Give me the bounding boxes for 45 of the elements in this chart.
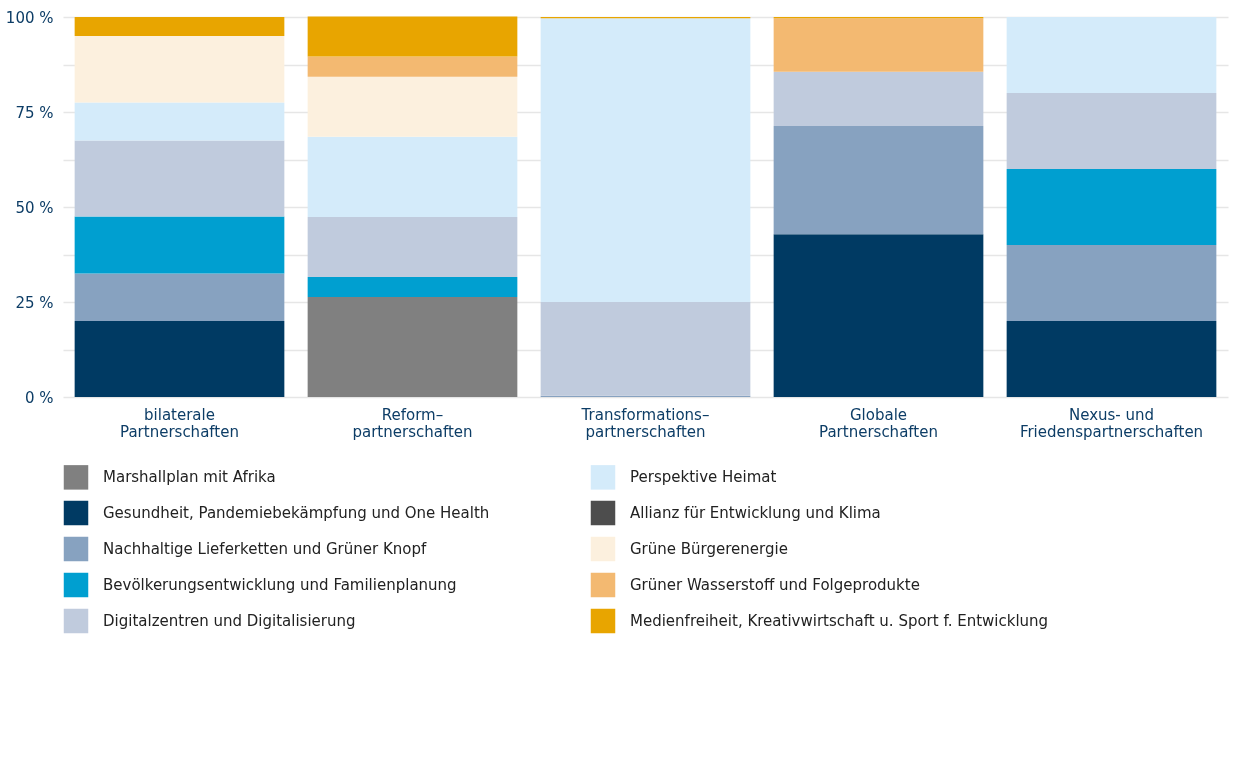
legend-label: Medienfreiheit, Kreativwirtschaft u. Sport f. Entwicklung [630, 612, 1049, 630]
legend-label: Perspektive Heimat [630, 468, 777, 487]
bar [307, 56, 518, 77]
bar [540, 18, 751, 302]
bar [773, 71, 984, 127]
bar [307, 76, 518, 137]
x-tick-label: Reform– partnerschaften [352, 405, 473, 441]
bar [74, 273, 285, 321]
y-tick-label: 25 % [15, 293, 54, 312]
legend-label: Gesundheit, Pandemiebekämpfung und One Health [103, 504, 490, 522]
y-tick-label: 100 % [5, 8, 54, 27]
bar [307, 16, 518, 57]
y-tick-label: 0 % [24, 388, 54, 407]
legend-label: Grüne Bürgerenergie [630, 540, 788, 558]
y-tick-label: 75 % [15, 103, 54, 122]
bar [1006, 17, 1217, 93]
bar [1006, 93, 1217, 169]
legend-label: Digitalzentren und Digitalisierung [103, 612, 356, 630]
x-tick-label: Nexus- und Friedenspartnerschaften [1019, 405, 1204, 441]
bar [74, 17, 285, 36]
bar [773, 18, 984, 72]
bar [74, 102, 285, 141]
legend-label: Grüner Wasserstoff und Folgeprodukte [630, 576, 920, 594]
x-tick-label: Transformations– partnerschaften [580, 405, 710, 441]
y-tick-label: 50 % [15, 198, 54, 217]
bar [1006, 321, 1217, 397]
bar [74, 140, 285, 217]
bar [74, 321, 285, 397]
x-tick-label: Globale Partnerschaften [819, 405, 938, 441]
legend-label: Bevölkerungsentwicklung und Familienplanung [103, 576, 457, 594]
bar [307, 216, 518, 277]
x-tick-label: bilaterale Partnerschaften [120, 405, 239, 441]
bar [74, 36, 285, 103]
bar [540, 302, 751, 396]
legend-label: Nachhaltige Lieferketten und Grüner Knopf [103, 540, 427, 558]
bar [74, 216, 285, 274]
bar [773, 234, 984, 397]
bar [307, 276, 518, 298]
bar [307, 297, 518, 397]
legend-label: Marshallplan mit Afrika [103, 468, 276, 487]
bar [307, 136, 518, 217]
bar [1006, 245, 1217, 321]
legend-label: Allianz für Entwicklung und Klima [630, 504, 881, 522]
bar [1006, 169, 1217, 245]
bar [773, 126, 984, 235]
